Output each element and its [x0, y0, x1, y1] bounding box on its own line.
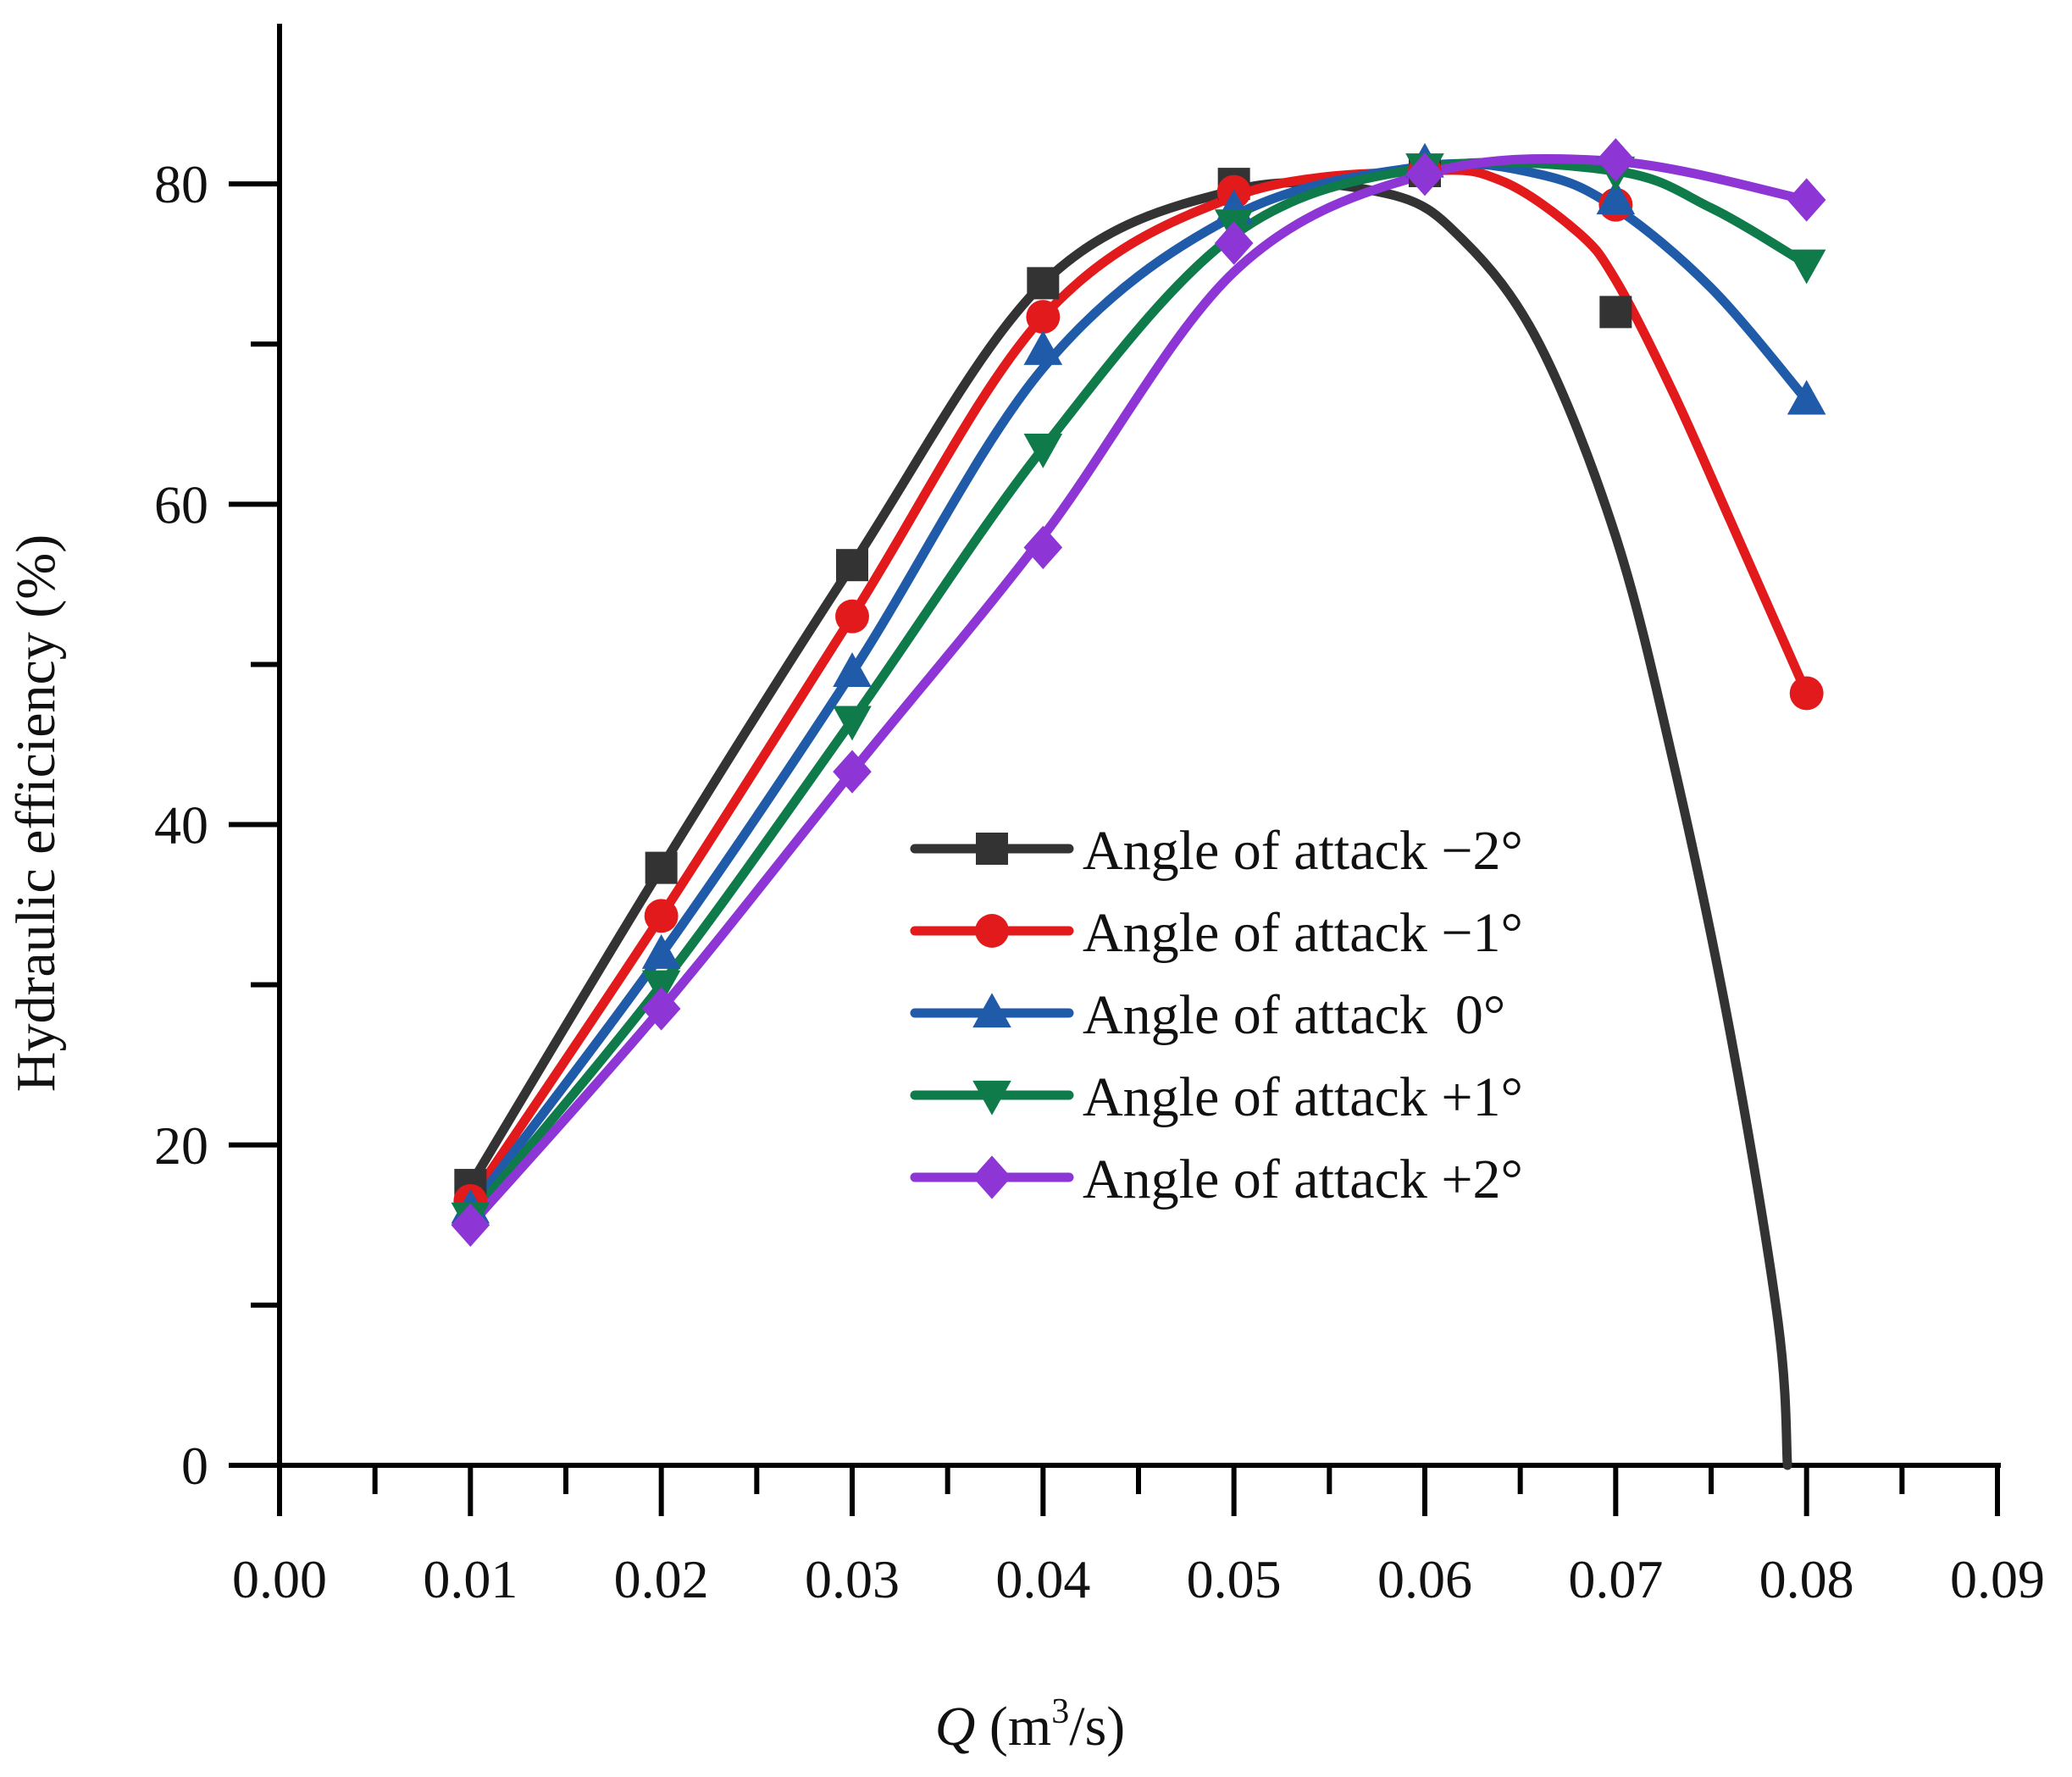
x-axis-title-symbol: Q [935, 1696, 976, 1758]
data-point-triangle-up [1023, 330, 1063, 365]
series-line-3 [465, 158, 1812, 1222]
legend-label: Angle of attack −2° [1083, 820, 1523, 882]
data-point-triangle-up [1787, 379, 1826, 415]
data-point-circle [1789, 676, 1824, 711]
data-point-triangle-down [833, 706, 872, 741]
x-tick-label: 0.08 [1759, 1549, 1854, 1609]
y-tick-label: 0 [181, 1436, 208, 1496]
data-point-square [1027, 267, 1060, 300]
data-point-diamond [451, 1203, 490, 1247]
data-point-circle [644, 899, 679, 933]
data-point-square [836, 549, 868, 582]
x-axis-title-unit-sup: 3 [1051, 1692, 1069, 1731]
data-point-triangle-down [1023, 434, 1063, 468]
legend-swatch-marker [972, 993, 1011, 1028]
x-tick-label: 0.00 [232, 1549, 327, 1609]
x-axis-title-unit-prefix: (m [975, 1696, 1051, 1758]
y-tick-label: 40 [154, 795, 208, 855]
x-tick-label: 0.05 [1187, 1549, 1282, 1609]
legend: Angle of attack −2° Angle of attack −1° An… [910, 820, 1523, 1210]
legend-label: Angle of attack 0° [1083, 984, 1505, 1046]
data-point-diamond [1787, 178, 1826, 222]
x-tick-label: 0.02 [614, 1549, 709, 1609]
legend-swatch-marker [972, 1080, 1011, 1115]
x-tick-label: 0.09 [1950, 1549, 2045, 1609]
legend-swatch-marker [975, 914, 1009, 948]
series-line-0 [465, 178, 1792, 1470]
y-tick-label: 60 [154, 474, 208, 534]
data-point-circle [1026, 300, 1061, 335]
series-line-1 [465, 165, 1812, 1206]
data-point-diamond [1214, 221, 1254, 265]
data-point-triangle-up [1596, 180, 1636, 215]
y-tick-label: 80 [154, 154, 208, 214]
y-axis-title: Hydraulic efficiency (%) [5, 534, 67, 1092]
axes: 0.00 0.01 0.02 0.03 0.04 0.05 0.06 0.07 0.08 0.09… [154, 24, 2045, 1609]
legend-swatch-marker [976, 833, 1008, 865]
data-point-diamond [641, 987, 681, 1031]
series-curves [465, 153, 1812, 1470]
series-line-2 [465, 158, 1812, 1214]
data-point-diamond [1405, 152, 1444, 197]
legend-label: Angle of attack +2° [1083, 1149, 1523, 1210]
data-point-square [1599, 296, 1632, 329]
data-point-diamond [833, 750, 872, 794]
x-tick-label: 0.06 [1377, 1549, 1472, 1609]
series-markers [451, 138, 1826, 1247]
x-tick-label: 0.03 [805, 1549, 900, 1609]
data-point-triangle-down [1787, 249, 1826, 285]
legend-label: Angle of attack +1° [1083, 1066, 1523, 1128]
legend-swatch-marker [972, 1155, 1011, 1199]
data-point-circle [835, 599, 869, 634]
series-line-4 [465, 153, 1812, 1230]
x-axis-title: Q (m3/s) [935, 1692, 1126, 1758]
data-point-triangle-up [833, 652, 872, 687]
x-tick-label: 0.01 [423, 1549, 518, 1609]
data-point-triangle-up [641, 933, 681, 969]
data-point-diamond [1023, 525, 1063, 570]
x-tick-label: 0.04 [995, 1549, 1090, 1609]
legend-label: Angle of attack −1° [1083, 902, 1523, 964]
y-tick-label: 20 [154, 1115, 208, 1176]
x-tick-label: 0.07 [1568, 1549, 1663, 1609]
x-axis-title-unit-suffix: /s) [1069, 1696, 1125, 1758]
data-point-diamond [1596, 138, 1636, 182]
data-point-square [645, 851, 678, 884]
